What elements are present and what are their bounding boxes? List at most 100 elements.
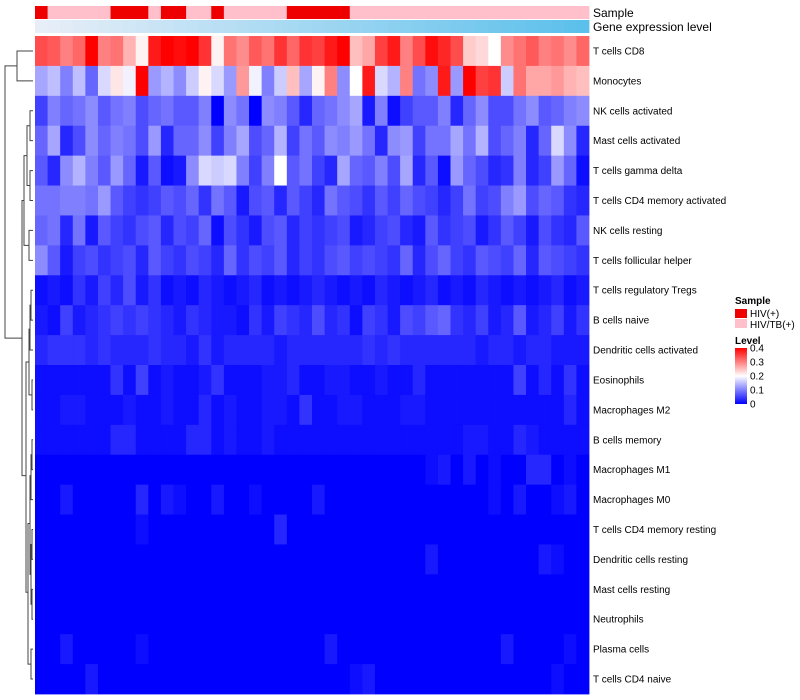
heatmap-cell: [173, 155, 187, 186]
heatmap-cell: [249, 305, 263, 336]
heatmap-cell: [337, 514, 351, 545]
heatmap-cell: [85, 95, 99, 127]
heatmap-cell: [261, 514, 275, 545]
heatmap-cell: [47, 484, 61, 515]
heatmap-cell: [312, 544, 325, 575]
heatmap-cell: [400, 454, 414, 486]
heatmap-cell: [312, 454, 325, 486]
heatmap-cell: [198, 424, 212, 456]
heatmap-cell: [526, 484, 540, 515]
sample-cell: [412, 6, 426, 19]
heatmap-cell: [374, 604, 388, 635]
heatmap-cell: [72, 484, 86, 515]
heatmap-cell: [337, 36, 351, 67]
heatmap-cell: [500, 335, 514, 366]
heatmap-cell: [374, 514, 388, 545]
heatmap-cell: [249, 335, 263, 366]
heatmap-cell: [526, 36, 540, 67]
heatmap-cell: [211, 215, 225, 246]
heatmap-cell: [286, 394, 300, 426]
heatmap-cell: [72, 125, 86, 157]
heatmap-cell: [148, 454, 162, 486]
heatmap-cell: [173, 664, 187, 695]
legend-swatch-hiv: [735, 309, 747, 318]
heatmap-cell: [400, 604, 414, 635]
heatmap-cell: [324, 155, 338, 186]
expression-cell: [261, 20, 275, 33]
heatmap-cell: [85, 454, 99, 486]
heatmap-cell: [362, 484, 376, 515]
heatmap-cell: [85, 484, 99, 515]
heatmap-cell: [576, 394, 590, 426]
heatmap-cell: [324, 305, 338, 336]
heatmap-cell: [173, 365, 187, 396]
heatmap-cell: [526, 394, 540, 426]
heatmap-cell: [488, 664, 502, 695]
heatmap-cell: [160, 125, 174, 157]
heatmap-cell: [425, 664, 439, 695]
heatmap-cell: [576, 155, 590, 186]
heatmap-cell: [387, 305, 401, 336]
heatmap-cell: [160, 215, 174, 246]
heatmap-cell: [286, 664, 300, 695]
heatmap-cell: [97, 215, 111, 246]
heatmap-cell: [97, 574, 111, 605]
heatmap-cell: [500, 155, 514, 186]
legend-tick-label: 0: [750, 400, 756, 411]
heatmap-cell: [362, 36, 376, 67]
heatmap-cell: [437, 155, 451, 186]
heatmap-cell: [186, 95, 200, 127]
heatmap-cell: [463, 215, 477, 246]
heatmap-cell: [160, 454, 174, 486]
heatmap-cell: [387, 275, 401, 306]
heatmap-cell: [500, 604, 514, 635]
heatmap-cell: [463, 305, 477, 336]
heatmap-cell: [500, 185, 514, 216]
heatmap-cell: [576, 634, 590, 665]
heatmap-cell: [97, 365, 111, 396]
heatmap-cell: [576, 604, 590, 635]
heatmap-cell: [123, 95, 137, 127]
heatmap-cell: [425, 305, 439, 336]
expression-cell: [274, 20, 288, 33]
heatmap-cell: [412, 305, 426, 336]
expression-annotation-strip: [35, 20, 590, 33]
sample-cell: [299, 6, 313, 19]
heatmap-cell: [123, 394, 137, 426]
heatmap-cell: [60, 245, 74, 276]
heatmap-cell: [563, 95, 577, 127]
heatmap-cell: [60, 95, 74, 127]
heatmap-cell: [186, 365, 200, 396]
heatmap-cell: [387, 574, 401, 605]
dendrogram-branch: [29, 304, 33, 351]
expression-cell: [236, 20, 250, 33]
annotation-label-sample: Sample: [593, 6, 634, 20]
heatmap-cell: [135, 65, 149, 97]
heatmap-cell: [261, 335, 275, 366]
heatmap-cell: [198, 365, 212, 396]
heatmap-cell: [249, 125, 263, 157]
heatmap-cell: [349, 245, 363, 276]
heatmap-cell: [412, 484, 426, 515]
expression-cell: [374, 20, 388, 33]
heatmap-cell: [412, 125, 426, 157]
heatmap-cell: [60, 335, 74, 366]
heatmap-cell: [47, 185, 61, 216]
heatmap-cell: [236, 215, 250, 246]
heatmap-cell: [500, 36, 514, 67]
heatmap-cell: [500, 634, 514, 665]
heatmap-cell: [437, 335, 451, 366]
heatmap-cell: [60, 394, 74, 426]
sample-cell: [362, 6, 376, 19]
heatmap-cell: [563, 245, 577, 276]
row-label: Neutrophils: [593, 615, 644, 626]
heatmap-cell: [412, 634, 426, 665]
heatmap-cell: [148, 634, 162, 665]
heatmap-cell: [374, 544, 388, 575]
heatmap-cell: [223, 365, 237, 396]
heatmap-cell: [274, 275, 288, 306]
heatmap-cell: [576, 664, 590, 695]
heatmap-cell: [538, 95, 552, 127]
heatmap-cell: [173, 574, 187, 605]
heatmap-cell: [72, 155, 86, 186]
